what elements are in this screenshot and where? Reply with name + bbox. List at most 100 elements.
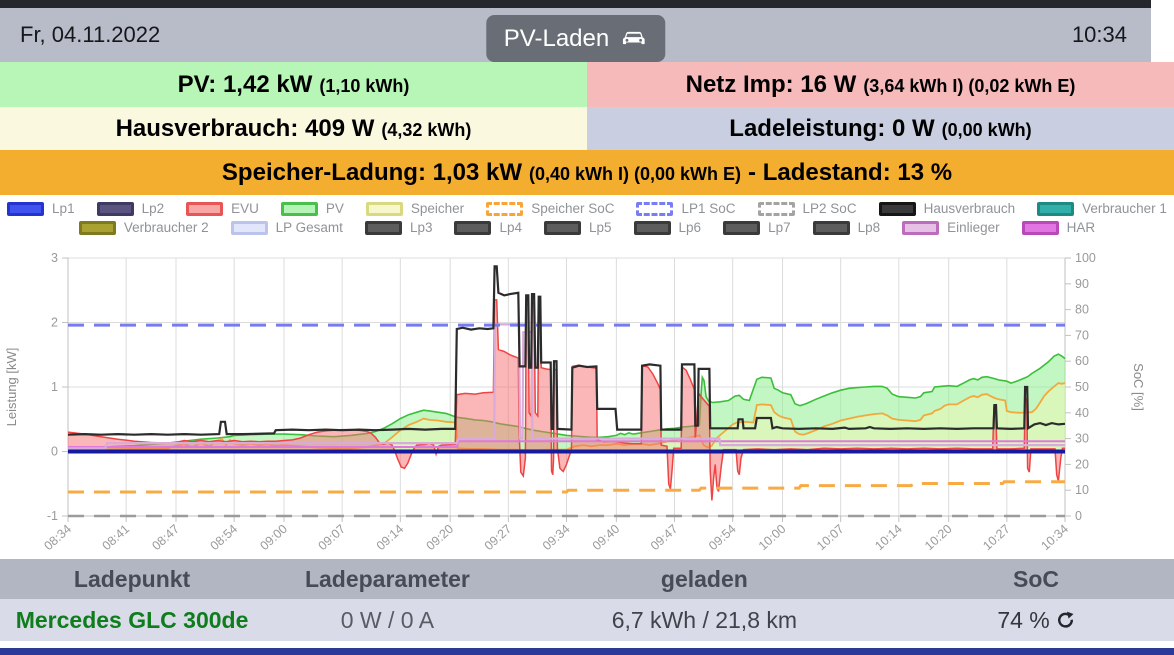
series-einlieger bbox=[68, 323, 1065, 450]
legend-swatch-lp5 bbox=[544, 220, 581, 235]
vehicle-name[interactable]: Mercedes GLC 300de bbox=[0, 599, 265, 641]
legend-swatch-har bbox=[1021, 220, 1059, 235]
legend-swatch-lp4 bbox=[454, 220, 492, 235]
legend-row-2: Verbraucher 2 LP Gesamt Lp3 Lp4 Lp5 Lp6 Lp7 Lp8… bbox=[78, 220, 1096, 235]
series-pv bbox=[67, 353, 1066, 452]
legend-swatch-speicher bbox=[365, 201, 403, 216]
legend-label-lp4: Lp4 bbox=[499, 220, 522, 235]
status-grid: PV: 1,42 kW (1,10 kWh) Netz Imp: 16 W (3… bbox=[0, 62, 1174, 150]
chart-legend: Lp1 Lp2 EVU PV Speicher Speicher SoC LP1 SoC LP… bbox=[0, 201, 1174, 235]
legend-item-pv[interactable]: PV bbox=[280, 201, 344, 216]
legend-item-lp4[interactable]: Lp4 bbox=[454, 220, 522, 235]
legend-swatch-verbraucher-2 bbox=[78, 220, 116, 235]
svg-text:Leistung [kW]: Leistung [kW] bbox=[4, 348, 19, 427]
legend-label-pv: PV bbox=[325, 201, 344, 216]
chart-grid bbox=[67, 257, 1066, 517]
legend-swatch-evu bbox=[186, 201, 224, 216]
svg-text:09:34: 09:34 bbox=[540, 522, 573, 553]
table-header-row: Ladepunkt Ladeparameter geladen SoC bbox=[0, 559, 1174, 599]
legend-item-speicher[interactable]: Speicher bbox=[365, 201, 465, 216]
svg-text:50: 50 bbox=[1075, 380, 1089, 394]
legend-label-lp7: Lp7 bbox=[768, 220, 791, 235]
svg-text:09:00: 09:00 bbox=[257, 522, 290, 553]
legend-item-evu[interactable]: EVU bbox=[186, 201, 259, 216]
legend-label-speicher: Speicher bbox=[410, 201, 465, 216]
svg-text:100: 100 bbox=[1075, 251, 1096, 265]
legend-item-lp6[interactable]: Lp6 bbox=[633, 220, 701, 235]
svg-text:2: 2 bbox=[51, 316, 58, 330]
status-charge-energy: (0,00 kWh) bbox=[941, 119, 1032, 140]
legend-item-lp2[interactable]: Lp2 bbox=[96, 201, 165, 216]
legend-label-lp5: Lp5 bbox=[589, 220, 612, 235]
legend-item-lp5[interactable]: Lp5 bbox=[544, 220, 612, 235]
legend-item-verbraucher-2[interactable]: Verbraucher 2 bbox=[78, 220, 209, 235]
vehicle-soc-value: 74 % bbox=[997, 606, 1050, 633]
legend-item-lp8[interactable]: Lp8 bbox=[812, 220, 881, 235]
status-house-energy: (4,32 kWh) bbox=[381, 119, 472, 140]
status-battery: Speicher-Ladung: 1,03 kW (0,40 kWh I) (0… bbox=[0, 150, 1174, 195]
series-hausverbrauch bbox=[67, 265, 1066, 436]
legend-swatch-lp3 bbox=[364, 220, 402, 235]
legend-item-lp7[interactable]: Lp7 bbox=[723, 220, 791, 235]
header-date: Fr, 04.11.2022 bbox=[20, 22, 161, 47]
chargepoint-table: Ladepunkt Ladeparameter geladen SoC Merc… bbox=[0, 559, 1174, 641]
status-charge-power: Ladeleistung: 0 W (0,00 kWh) bbox=[587, 107, 1174, 150]
svg-text:10:07: 10:07 bbox=[814, 522, 847, 553]
legend-label-lp1: Lp1 bbox=[52, 201, 75, 216]
svg-text:0: 0 bbox=[1075, 509, 1082, 523]
legend-swatch-speicher-soc bbox=[486, 201, 524, 216]
col-header-geladen: geladen bbox=[510, 559, 899, 599]
status-house-value: Hausverbrauch: 409 W bbox=[115, 114, 375, 142]
legend-item-lp1[interactable]: Lp1 bbox=[7, 201, 75, 216]
svg-text:10: 10 bbox=[1075, 483, 1089, 497]
legend-swatch-lp2-soc bbox=[757, 201, 795, 216]
vehicle-soc-cell: 74 % bbox=[898, 599, 1174, 641]
svg-text:70: 70 bbox=[1075, 328, 1089, 342]
svg-text:09:27: 09:27 bbox=[482, 522, 515, 553]
legend-swatch-lp8 bbox=[812, 220, 850, 235]
svg-text:-1: -1 bbox=[47, 509, 58, 523]
legend-label-hausverbrauch: Hausverbrauch bbox=[923, 201, 1016, 216]
legend-item-einlieger[interactable]: Einlieger bbox=[902, 220, 1000, 235]
legend-label-speicher-soc: Speicher SoC bbox=[531, 201, 615, 216]
table-row: Mercedes GLC 300de 0 W / 0 A 6,7 kWh / 2… bbox=[0, 599, 1174, 641]
legend-label-lp-gesamt: LP Gesamt bbox=[275, 220, 343, 235]
legend-item-lp1-soc[interactable]: LP1 SoC bbox=[636, 201, 736, 216]
svg-text:09:20: 09:20 bbox=[424, 522, 457, 553]
legend-swatch-pv bbox=[280, 201, 318, 216]
svg-text:10:20: 10:20 bbox=[922, 522, 955, 553]
legend-item-lp-gesamt[interactable]: LP Gesamt bbox=[230, 220, 343, 235]
legend-item-hausverbrauch[interactable]: Hausverbrauch bbox=[878, 201, 1016, 216]
status-charge-value: Ladeleistung: 0 W bbox=[729, 114, 935, 142]
legend-item-lp2-soc[interactable]: LP2 SoC bbox=[757, 201, 857, 216]
svg-text:3: 3 bbox=[51, 251, 58, 265]
legend-label-evu: EVU bbox=[231, 201, 259, 216]
charged-amount: 6,7 kWh / 21,8 km bbox=[510, 599, 899, 641]
svg-text:60: 60 bbox=[1075, 354, 1089, 368]
series-har bbox=[68, 440, 1065, 448]
svg-text:10:27: 10:27 bbox=[980, 522, 1013, 553]
legend-item-verbraucher-1[interactable]: Verbraucher 1 bbox=[1037, 201, 1167, 216]
legend-label-har: HAR bbox=[1066, 220, 1096, 235]
legend-item-lp3[interactable]: Lp3 bbox=[364, 220, 432, 235]
legend-label-lp8: Lp8 bbox=[857, 220, 881, 235]
legend-swatch-lp2 bbox=[96, 201, 134, 216]
legend-swatch-lp6 bbox=[633, 220, 671, 235]
legend-label-lp2-soc: LP2 SoC bbox=[802, 201, 857, 216]
legend-item-har[interactable]: HAR bbox=[1021, 220, 1096, 235]
col-header-ladepunkt: Ladepunkt bbox=[0, 559, 265, 599]
svg-text:1: 1 bbox=[51, 380, 58, 394]
svg-text:09:14: 09:14 bbox=[374, 522, 407, 553]
legend-item-speicher-soc[interactable]: Speicher SoC bbox=[486, 201, 614, 216]
svg-text:40: 40 bbox=[1075, 406, 1089, 420]
refresh-soc-icon[interactable] bbox=[1056, 611, 1075, 630]
charge-parameter: 0 W / 0 A bbox=[264, 599, 511, 641]
legend-swatch-lp7 bbox=[723, 220, 761, 235]
svg-text:08:41: 08:41 bbox=[100, 522, 133, 553]
legend-label-lp2: Lp2 bbox=[141, 201, 165, 216]
charge-mode-button[interactable]: PV-Laden bbox=[485, 15, 666, 62]
svg-text:10:00: 10:00 bbox=[756, 522, 789, 553]
svg-text:09:47: 09:47 bbox=[648, 522, 681, 553]
